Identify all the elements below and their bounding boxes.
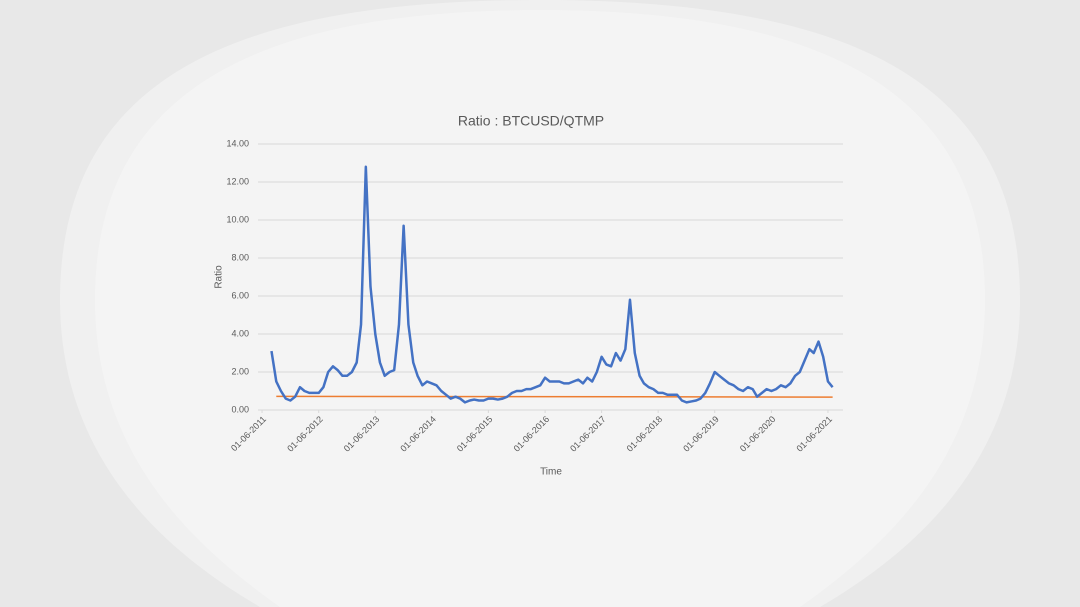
- y-tick-label: 2.00: [231, 366, 249, 376]
- backdrop-inner: [95, 10, 985, 607]
- y-tick-label: 14.00: [226, 138, 249, 148]
- y-tick-label: 8.00: [231, 252, 249, 262]
- y-tick-label: 6.00: [231, 290, 249, 300]
- y-tick-label: 0.00: [231, 404, 249, 414]
- y-tick-label: 10.00: [226, 214, 249, 224]
- series-line: [270, 165, 834, 404]
- y-tick-label: 12.00: [226, 176, 249, 186]
- y-tick-label: 4.00: [231, 328, 249, 338]
- chart-title: Ratio : BTCUSD/QTMP: [458, 113, 604, 129]
- series-line: [276, 395, 833, 398]
- x-axis-label: Time: [540, 467, 562, 478]
- y-axis-label: Ratio: [214, 265, 225, 289]
